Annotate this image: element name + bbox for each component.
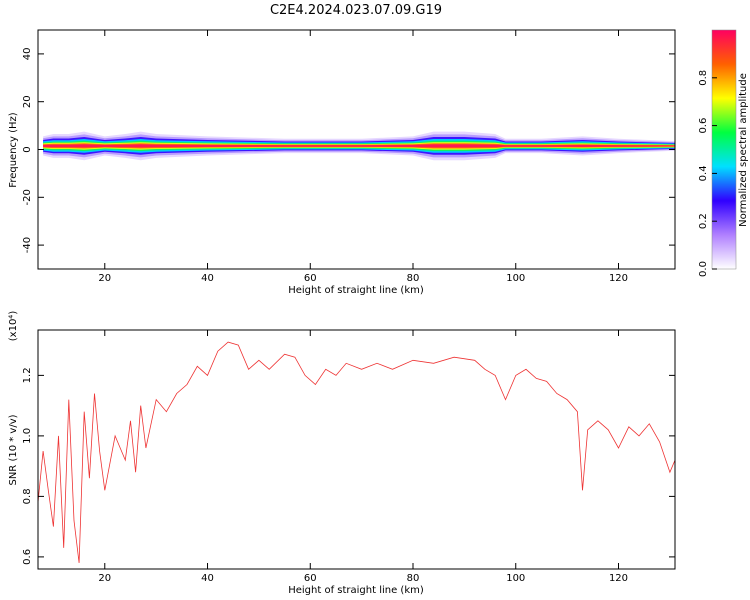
snr-y-multiplier: (x10⁴) xyxy=(8,311,19,342)
spectrogram-y-axis-label: Frequency (Hz) xyxy=(8,112,19,188)
snr-y-tick-label: 0.6 xyxy=(22,549,33,565)
spectrogram-y-tick-label: 40 xyxy=(22,48,33,61)
colorbar-tick-label: 0.0 xyxy=(698,261,709,277)
snr-x-tick-label: 100 xyxy=(506,573,525,584)
snr-plot-area xyxy=(38,330,675,569)
snr-x-tick-label: 120 xyxy=(609,573,628,584)
colorbar-frame xyxy=(711,29,737,270)
spectrogram-panel: 20 40 60 80 100 120 -40 -20 0 20 40 Height of stra… xyxy=(8,29,676,296)
colorbar-tick-label: 0.6 xyxy=(698,118,709,134)
snr-y-tick-label: 1.2 xyxy=(22,367,33,383)
spectral-band-layer-7 xyxy=(43,144,675,148)
colorbar-label: Normalized spectral amplitude xyxy=(738,73,749,227)
snr-x-tick-label: 60 xyxy=(304,573,317,584)
snr-x-tick-label: 20 xyxy=(98,573,111,584)
spectrogram-y-tick-label: -40 xyxy=(22,237,33,253)
spectrogram-x-axis-label: Height of straight line (km) xyxy=(288,285,424,296)
spectrogram-y-tick-label: 20 xyxy=(22,95,33,108)
snr-x-axis-label: Height of straight line (km) xyxy=(288,585,424,596)
colorbar-gradient xyxy=(712,30,736,269)
snr-frame xyxy=(37,329,676,570)
snr-series-line xyxy=(38,341,675,563)
spectral-band xyxy=(43,131,675,161)
colorbar-tick-label: 0.8 xyxy=(698,70,709,86)
figure-title: C2E4.2024.023.07.09.G19 xyxy=(270,3,442,18)
colorbar: 0.0 0.2 0.4 0.6 0.8 Normalized spectral ampl… xyxy=(698,29,749,277)
snr-panel: 20 40 60 80 100 120 0.6 0.8 1.0 1.2 Height of str… xyxy=(8,311,676,596)
spectrogram-y-tick-label: -20 xyxy=(22,189,33,205)
spectrogram-x-tick-label: 120 xyxy=(609,273,628,284)
spectrogram-x-tick-label: 20 xyxy=(98,273,111,284)
snr-y-axis-label: SNR (10 * v/v) xyxy=(8,414,19,485)
snr-y-tick-label: 1.0 xyxy=(22,428,33,444)
colorbar-tick-label: 0.2 xyxy=(698,213,709,229)
spectrogram-x-tick-label: 60 xyxy=(304,273,317,284)
colorbar-tick-label: 0.4 xyxy=(698,165,709,181)
spectrogram-x-tick-label: 100 xyxy=(506,273,525,284)
snr-x-tick-label: 40 xyxy=(201,573,214,584)
snr-y-tick-label: 0.8 xyxy=(22,488,33,504)
spectrogram-y-tick-label: 0 xyxy=(22,146,33,152)
spectrogram-x-tick-label: 80 xyxy=(407,273,420,284)
snr-x-tick-label: 80 xyxy=(407,573,420,584)
spectrogram-x-tick-label: 40 xyxy=(201,273,214,284)
